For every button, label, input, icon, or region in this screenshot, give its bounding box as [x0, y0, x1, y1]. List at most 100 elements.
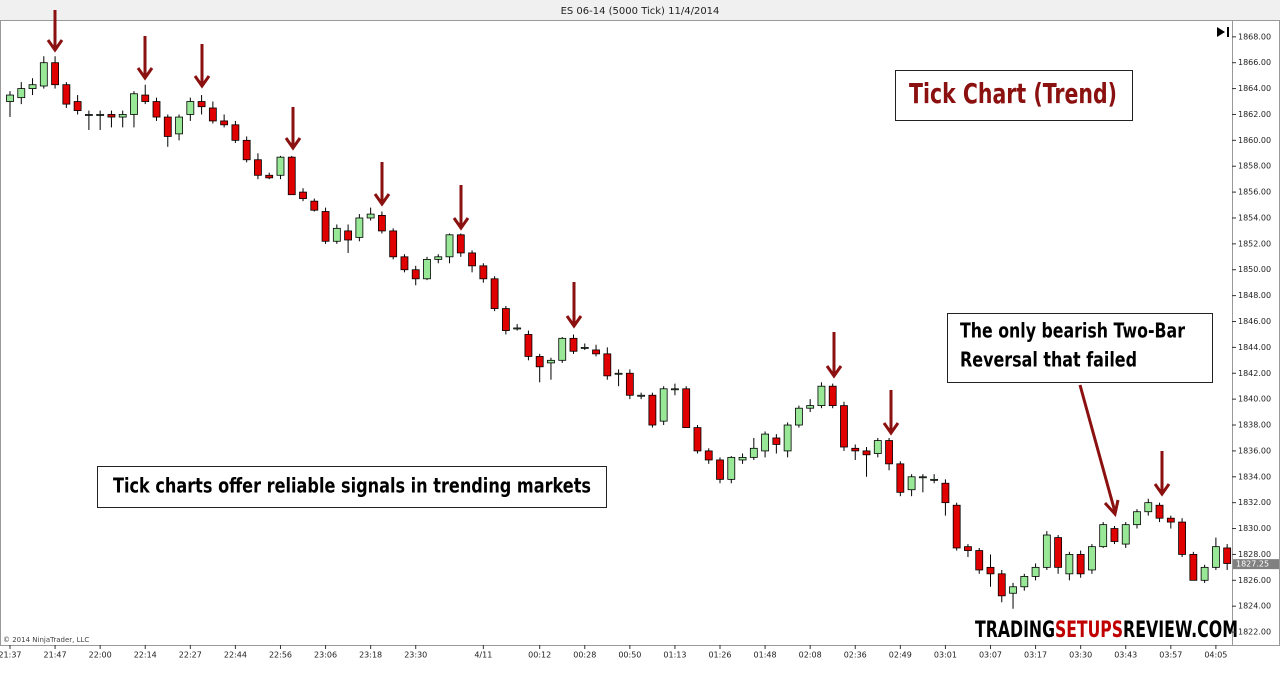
candle-body — [141, 94, 150, 102]
candle-body — [1088, 546, 1096, 571]
candle-body — [501, 308, 510, 331]
x-tick-label: 03:07 — [979, 651, 1002, 660]
candle-body — [1020, 576, 1029, 588]
y-tick-label: 1834.00 — [1238, 472, 1271, 481]
x-tick-label: 22:27 — [179, 651, 202, 660]
candle-body — [1166, 517, 1175, 523]
candle-body — [6, 94, 14, 102]
candle-body — [39, 62, 48, 87]
candle-body — [592, 349, 600, 355]
y-tick-label: 1824.00 — [1238, 602, 1271, 611]
candle-body — [975, 550, 984, 571]
scroll-end-icon[interactable] — [1217, 27, 1229, 37]
candle-body — [378, 214, 386, 232]
x-tick-label: 02:08 — [799, 651, 822, 660]
candle-body — [73, 101, 82, 111]
candle-body — [468, 252, 476, 267]
candle-body — [96, 114, 105, 116]
candle-body — [163, 116, 172, 137]
candle-body — [118, 114, 127, 118]
y-tick-label: 1854.00 — [1238, 213, 1271, 222]
candle-body — [1211, 546, 1220, 568]
candle-body — [772, 437, 781, 445]
candle-body — [840, 405, 848, 448]
candle-body — [907, 476, 916, 491]
y-tick-label: 1826.00 — [1238, 576, 1271, 585]
candle-body — [1110, 528, 1119, 542]
candle-body — [952, 504, 961, 549]
candle-body — [930, 478, 939, 481]
candle-body — [344, 230, 353, 241]
candle-body — [513, 327, 522, 330]
candle-body — [817, 385, 826, 407]
x-tick-label: 22:44 — [224, 651, 247, 660]
candle-body — [727, 456, 736, 480]
x-tick-label: 02:36 — [844, 651, 867, 660]
candle-body — [625, 372, 634, 396]
x-tick-label: 03:43 — [1114, 651, 1137, 660]
candle-body — [355, 217, 364, 238]
y-tick-label: 1822.00 — [1238, 628, 1271, 637]
y-tick-label: 1860.00 — [1238, 136, 1271, 145]
candle-body — [986, 566, 995, 575]
candle-body — [828, 385, 837, 407]
y-tick-label: 1850.00 — [1238, 265, 1271, 274]
candle-body — [1133, 511, 1141, 526]
x-tick-label: 01:48 — [754, 651, 777, 660]
y-tick-label: 1832.00 — [1238, 498, 1271, 507]
y-tick-label: 1844.00 — [1238, 343, 1271, 352]
candle-body — [1009, 586, 1017, 594]
candle-body — [659, 388, 668, 422]
candle-body — [1178, 521, 1186, 555]
candle-body — [389, 230, 398, 258]
candle-body — [896, 463, 905, 493]
x-tick-label: 03:01 — [934, 651, 957, 660]
candle-body — [547, 359, 555, 364]
arrow — [1153, 451, 1171, 497]
watermark: TRADING — [975, 618, 1055, 643]
note-box — [97, 466, 607, 508]
y-tick-label: 1866.00 — [1238, 58, 1271, 67]
y-tick-label: 1848.00 — [1238, 291, 1271, 300]
candle-body — [716, 459, 724, 480]
y-tick-label: 1868.00 — [1238, 32, 1271, 41]
candle-body — [1065, 554, 1074, 575]
candle-body — [28, 84, 37, 89]
candle-body — [614, 372, 623, 375]
y-axis-panel — [1232, 20, 1280, 646]
candle-body — [783, 424, 792, 452]
candle-body — [1054, 537, 1063, 568]
arrow — [882, 390, 900, 436]
candle-body — [671, 388, 679, 391]
candle-body — [130, 93, 138, 115]
candle-body — [62, 84, 71, 105]
candle-body — [1155, 504, 1164, 519]
candle-body — [175, 116, 183, 135]
candle-body — [1189, 554, 1198, 581]
candle-body — [524, 334, 533, 357]
y-tick-label: 1830.00 — [1238, 524, 1271, 533]
last-price-marker — [1233, 559, 1279, 570]
candle-body — [704, 450, 713, 461]
candle-body — [603, 353, 612, 377]
candle-body — [1200, 566, 1209, 581]
x-tick-label: 03:30 — [1069, 651, 1092, 660]
candle-body — [682, 388, 691, 429]
candle-body — [321, 211, 330, 242]
x-tick-label: 22:14 — [134, 651, 157, 660]
watermark: SETUPS — [1055, 618, 1123, 643]
candle-body — [51, 62, 59, 86]
candle-body — [220, 120, 229, 126]
candle-body — [648, 394, 657, 426]
x-tick-label: 21:37 — [0, 651, 22, 660]
candle-body — [535, 356, 544, 368]
y-tick-label: 1862.00 — [1238, 110, 1271, 119]
candle-body — [400, 256, 409, 271]
x-tick-label: 00:50 — [618, 651, 641, 660]
x-tick-label: 4/11 — [474, 651, 492, 660]
candle-body — [997, 573, 1006, 597]
title-bar — [0, 0, 1280, 20]
candle-body — [107, 114, 116, 118]
y-tick-label: 1846.00 — [1238, 317, 1271, 326]
x-tick-label: 23:06 — [314, 651, 337, 660]
